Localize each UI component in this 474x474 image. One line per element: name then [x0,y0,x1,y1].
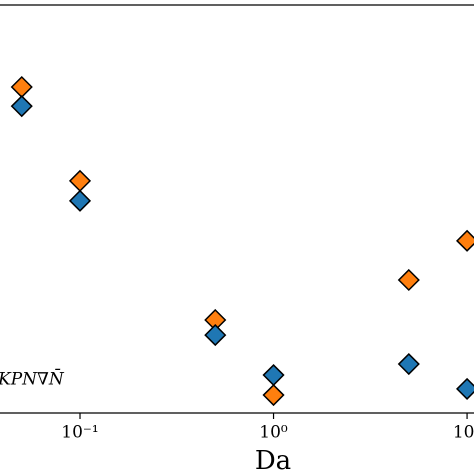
marker [397,268,420,292]
marker [10,95,33,118]
legend-label: KPN∇N̄ [0,367,65,389]
marker [68,169,92,192]
marker [456,377,474,400]
marker [456,229,474,252]
marker [262,383,285,407]
marker [68,189,92,212]
x-tick-label: 10⁻¹ [61,423,98,443]
marker [10,75,33,99]
marker [262,363,285,387]
marker [397,352,420,376]
x-axis-label: Da [255,446,291,474]
marker [204,324,227,347]
x-tick-label: 10¹ [453,423,474,443]
x-tick-label: 10⁰ [259,423,288,443]
